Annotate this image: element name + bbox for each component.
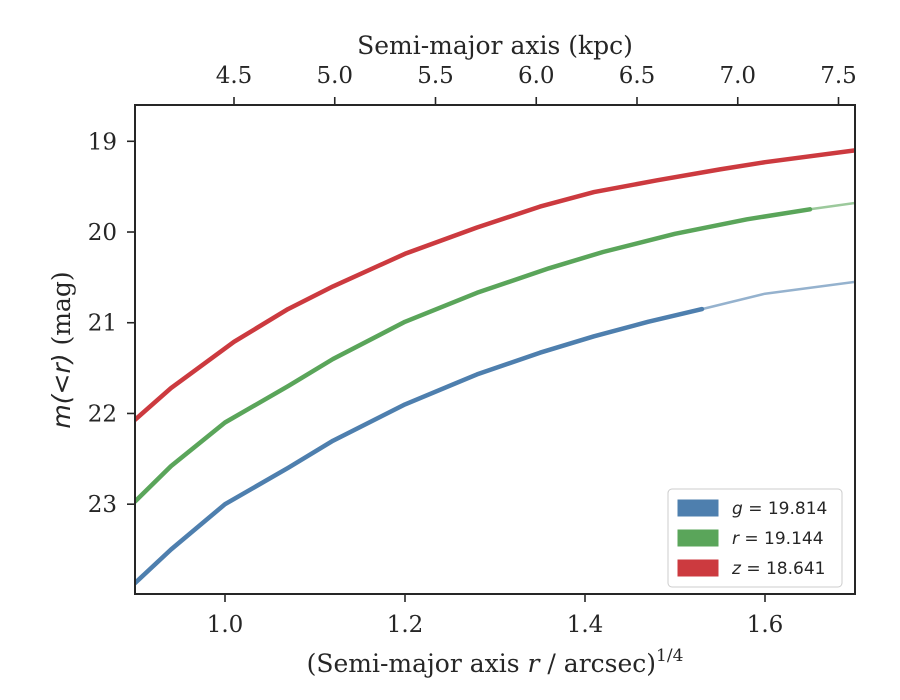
left-y-ticks: 19 20 21 22 23 — [88, 129, 135, 518]
legend-var: z — [731, 559, 742, 579]
y-tick-label: 22 — [88, 401, 117, 427]
top-x-axis-title: Semi-major axis (kpc) — [357, 31, 633, 60]
legend-label-g: g = 19.814 — [732, 499, 827, 519]
x-axis-title: (Semi-major axis r / arcsec)1/4 — [307, 646, 684, 678]
series-r-line — [135, 207, 813, 504]
y-tick-label: 19 — [88, 129, 117, 155]
series-g-line — [135, 306, 705, 586]
legend-value: = 19.144 — [739, 529, 824, 549]
y-axis-title: m(<r) (mag) — [47, 271, 76, 428]
legend-swatch-r — [677, 529, 719, 547]
top-x-tick-label: 7.5 — [820, 63, 857, 89]
top-x-tick-label: 5.0 — [316, 63, 353, 89]
x-tick-label: 1.4 — [567, 612, 604, 638]
top-x-tick-label: 6.0 — [518, 63, 555, 89]
legend-label-z: z = 18.641 — [731, 559, 825, 579]
y-tick-label: 23 — [88, 492, 117, 518]
y-tick-label: 21 — [88, 311, 117, 337]
legend-swatch-g — [677, 499, 719, 517]
x-tick-label: 1.2 — [387, 612, 424, 638]
x-tick-label: 1.6 — [747, 612, 784, 638]
legend-value: = 19.814 — [743, 499, 828, 519]
series-g-extrapolated-line — [700, 280, 855, 311]
x-axis-title-exponent: 1/4 — [656, 646, 683, 666]
y-axis-title-var: m(<r) — [47, 353, 76, 428]
legend-swatch-z — [677, 559, 719, 577]
legend-var: g — [732, 499, 743, 519]
top-x-tick-label: 4.5 — [216, 63, 253, 89]
y-tick-label: 20 — [88, 220, 117, 246]
legend-value: = 18.641 — [741, 559, 826, 579]
bottom-x-ticks: 1.0 1.2 1.4 1.6 — [207, 594, 784, 638]
series-z-line — [135, 148, 855, 423]
x-axis-title-suffix: / arcsec) — [539, 649, 656, 678]
series-layer — [135, 148, 855, 586]
legend-label-r: r = 19.144 — [732, 529, 824, 549]
x-axis-title-var: r — [528, 649, 542, 678]
plot-frame — [134, 104, 856, 595]
top-x-tick-label: 7.0 — [719, 63, 756, 89]
x-axis-title-prefix: (Semi-major axis — [307, 649, 528, 678]
top-x-tick-label: 6.5 — [619, 63, 656, 89]
top-x-tick-label: 5.5 — [417, 63, 454, 89]
x-tick-label: 1.0 — [207, 612, 244, 638]
series-r-extrapolated-line — [808, 201, 855, 211]
top-x-ticks: 4.5 5.0 5.5 6.0 6.5 7.0 7.5 — [216, 63, 857, 105]
y-axis-title-unit: (mag) — [47, 271, 76, 353]
legend-var: r — [732, 529, 740, 549]
